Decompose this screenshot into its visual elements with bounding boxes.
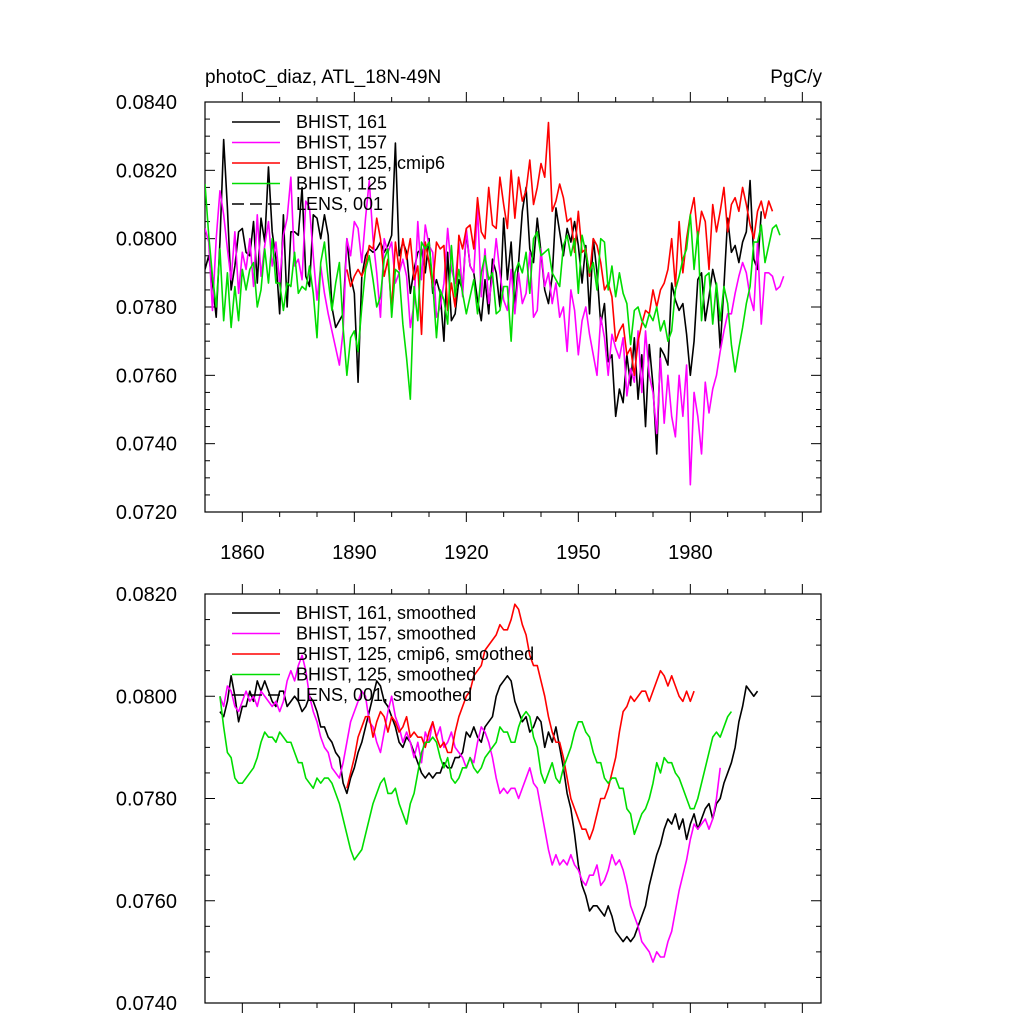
legend-label-1: BHIST, 157, smoothed [296,624,476,644]
legend-label-3: BHIST, 125 [296,174,387,194]
series-line-0 [205,138,763,455]
y-tick-label: 0.0820 [116,584,177,606]
y-tick-label: 0.0780 [116,297,177,319]
y-tick-label: 0.0740 [116,434,177,456]
x-tick-label: 1860 [220,542,265,564]
legend-label-2: BHIST, 125, cmip6 [296,153,445,173]
y-tick-label: 0.0820 [116,160,177,182]
legend-label-1: BHIST, 157 [296,133,387,153]
bottom-panel-plot: 0.0740 0.0760 0.0780 0.0800 0.0820 BHIST, 161… [116,584,822,1015]
legend-label-4: LENS, 001, smoothed [296,685,472,705]
series-line-3 [219,696,733,861]
y-tick-label: 0.0800 [116,229,177,251]
top-panel-units: PgC/y [770,67,822,88]
top-panel-plot: 0.0720 0.0740 0.0760 0.0780 0.0800 0.0820 0.08… [116,92,822,564]
x-tick-label: 1920 [444,542,489,564]
series-line-2 [346,121,774,377]
y-tick-label: 0.0740 [116,993,177,1015]
legend-label-0: BHIST, 161 [296,112,387,132]
legend-label-0: BHIST, 161, smoothed [296,603,476,623]
y-tick-label: 0.0780 [116,789,177,811]
series-line-3 [205,183,781,401]
legend-label-4: LENS, 001 [296,194,383,214]
x-tick-label: 1980 [668,542,713,564]
y-tick-label: 0.0840 [116,92,177,114]
legend-label-2: BHIST, 125, cmip6, smoothed [296,644,534,664]
series-line-1 [205,176,785,486]
legend-label-3: BHIST, 125, smoothed [296,665,476,685]
y-tick-label: 0.0800 [116,686,177,708]
y-tick-label: 0.0760 [116,365,177,387]
y-tick-label: 0.0760 [116,891,177,913]
y-tick-label: 0.0720 [116,502,177,524]
x-tick-label: 1950 [556,542,601,564]
series-line-2 [346,603,695,841]
top-panel-title: photoC_diaz, ATL_18N-49N [205,67,441,88]
x-tick-label: 1890 [332,542,377,564]
